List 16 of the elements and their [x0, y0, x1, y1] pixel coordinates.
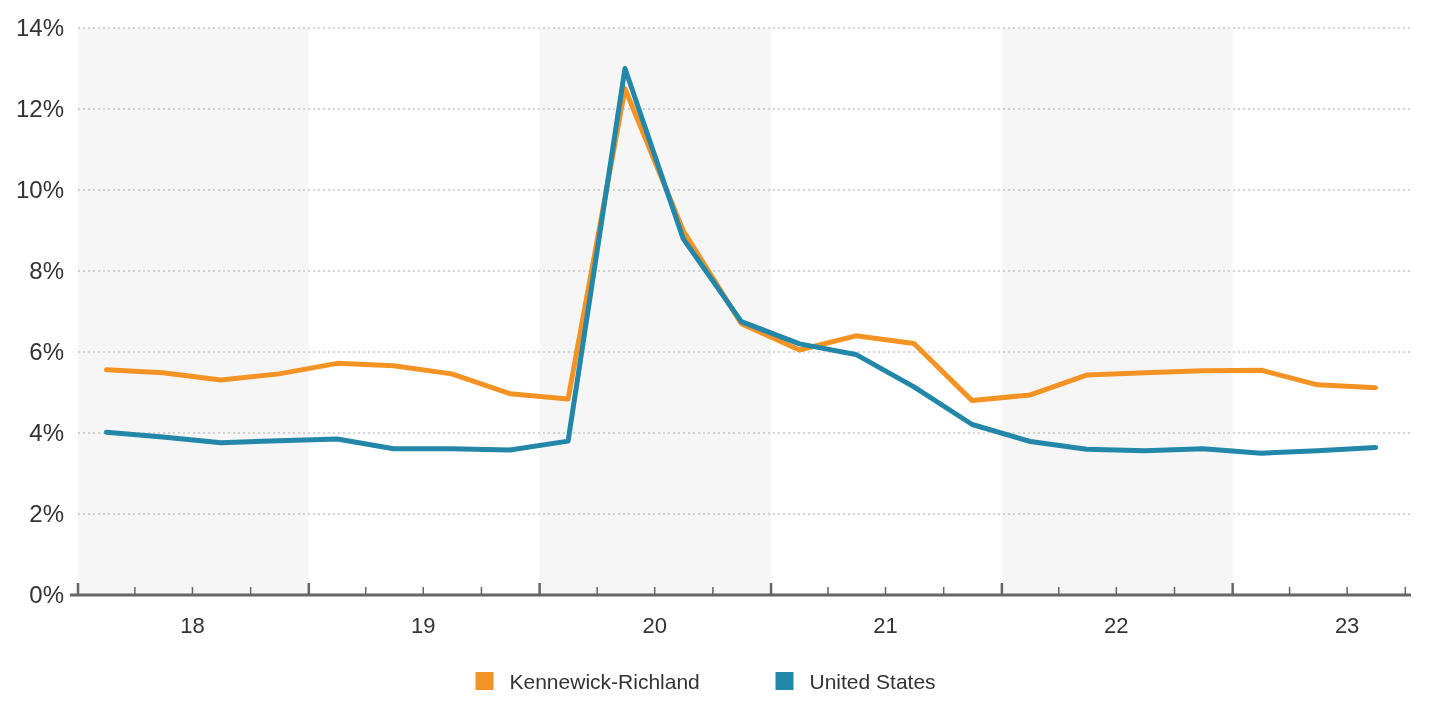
x-tick-label: 20: [642, 613, 667, 638]
y-tick-label: 4%: [29, 419, 64, 447]
y-tick-label: 14%: [15, 14, 64, 42]
y-tick-label: 0%: [29, 581, 64, 609]
y-tick-label: 2%: [29, 500, 64, 528]
legend-label: Kennewick-Richland: [509, 670, 700, 693]
y-tick-label: 12%: [15, 95, 64, 123]
legend-label: United States: [809, 670, 936, 693]
y-tick-label: 10%: [15, 176, 64, 204]
x-tick-label: 18: [180, 613, 205, 638]
x-tick-label: 22: [1104, 613, 1129, 638]
x-tick-label: 23: [1334, 613, 1360, 638]
x-tick-label: 21: [873, 613, 898, 638]
x-tick-label: 19: [411, 613, 436, 638]
y-tick-label: 6%: [29, 338, 64, 366]
y-tick-label: 8%: [29, 257, 64, 285]
